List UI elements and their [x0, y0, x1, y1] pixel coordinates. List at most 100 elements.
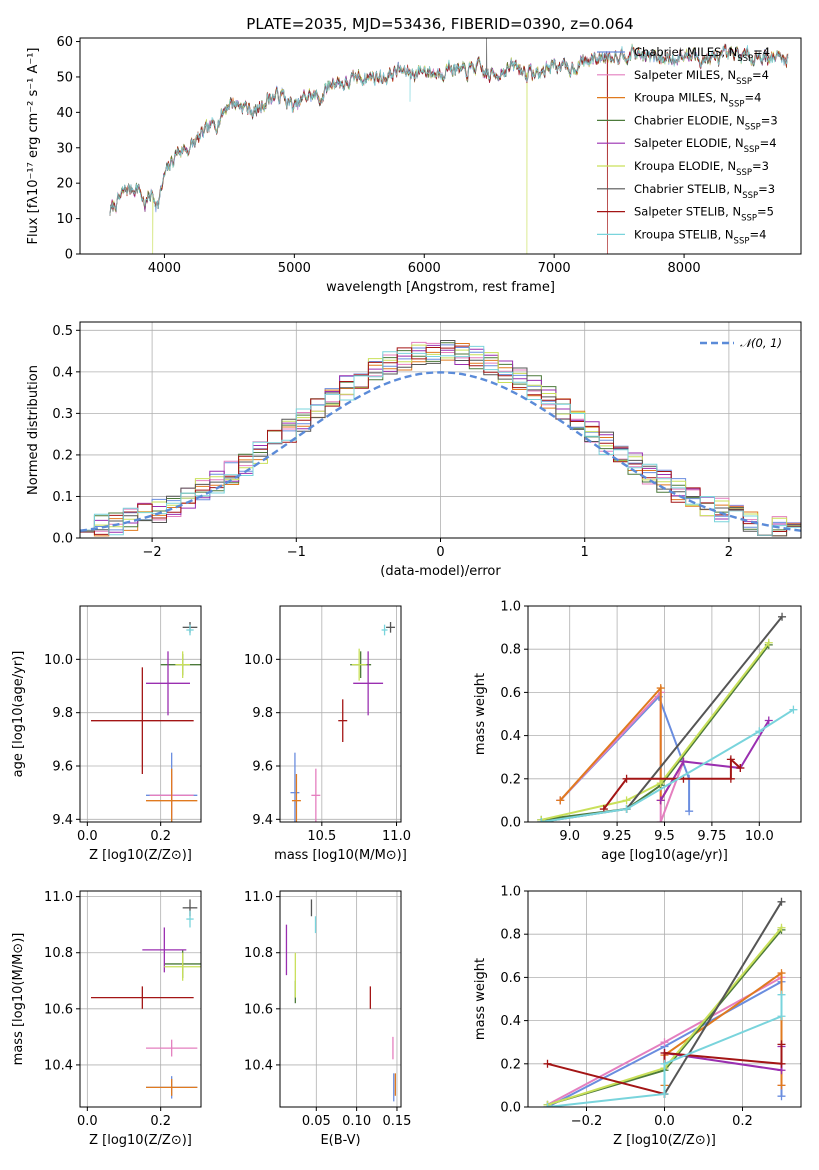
point-marker [726, 774, 735, 783]
y-tick-label: 1.0 [500, 885, 521, 900]
y-tick-label: 50 [56, 70, 73, 85]
x-tick-label: 1 [581, 545, 589, 560]
legend: Chabrier MILES, NSSP=4 Salpeter MILES, NS… [597, 45, 778, 246]
point-marker [656, 818, 665, 822]
y-tick-label: 30 [56, 141, 73, 156]
point-marker [777, 1012, 786, 1021]
point-marker [660, 1059, 669, 1068]
series-kroupa-stelib [537, 705, 798, 822]
point-marker [778, 612, 787, 621]
legend-entry: Kroupa MILES, NSSP=4 [634, 91, 761, 110]
legend-entry: Chabrier ELODIE, NSSP=3 [634, 113, 778, 132]
plot-area [91, 899, 201, 1099]
x-axis-label: Z [log10(Z/Z⊙)] [89, 1133, 192, 1148]
x-axis-label: (data-model)/error [380, 564, 501, 579]
y-tick-label: 10.4 [244, 1058, 273, 1073]
x-tick-label: 5000 [278, 261, 311, 276]
series-kroupa-elodie [537, 638, 773, 822]
x-tick-label: 10.5 [307, 829, 336, 844]
point-kroupa-elodie [351, 648, 367, 681]
x-tick-label: −2 [143, 545, 162, 560]
point-salpeter-stelib [91, 986, 194, 1009]
x-tick-label: −0.2 [571, 1114, 603, 1129]
point-marker [685, 807, 694, 816]
legend-entry: Chabrier MILES, NSSP=4 [634, 45, 770, 64]
legend-entry: Kroupa STELIB, NSSP=4 [634, 227, 766, 246]
y-tick-label: 0.4 [52, 365, 73, 380]
point-marker [543, 1103, 552, 1107]
y-tick-label: 0.8 [500, 643, 521, 658]
x-tick-label: 11.0 [382, 829, 411, 844]
series-line [603, 757, 741, 810]
point-marker [679, 757, 688, 766]
y-axis-label: age [log10(age/yr)] [11, 651, 26, 778]
y-tick-label: 9.6 [52, 760, 73, 775]
point-marker [656, 684, 665, 693]
point-kroupa-stelib [186, 910, 194, 928]
plot-area [80, 340, 801, 537]
legend-entry: 𝒩(0, 1) [740, 336, 782, 350]
x-axis-label: mass [log10(M/M⊙)] [274, 848, 407, 863]
y-tick-label: 0.4 [500, 1014, 521, 1029]
panel-mass_vs_Z: 0.0 0.2 10.4 10.6 10.8 11.0 Z [log10(Z/Z⊙)] mas… [11, 890, 202, 1148]
panel-weight_vs_age: 9.0 9.25 9.5 9.75 10.0 0.0 0.2 0.4 0.6 0.8 1.0 age … [473, 600, 802, 863]
legend-entry: Salpeter MILES, NSSP=4 [634, 68, 769, 87]
y-tick-label: 10.6 [44, 1002, 73, 1017]
x-tick-label: 4000 [148, 261, 181, 276]
series-salpeter-elodie [656, 716, 773, 805]
point-marker [789, 705, 798, 714]
plot-area [285, 899, 397, 1102]
x-tick-label: 9.75 [697, 829, 726, 844]
point-salpeter-miles [146, 1039, 198, 1057]
x-axis-label: wavelength [Angstrom, rest frame] [326, 280, 555, 295]
y-axis-label: Flux [fλ10⁻¹⁷ erg cm⁻² s⁻¹ A⁻¹] [26, 48, 41, 245]
x-tick-label: 8000 [668, 261, 701, 276]
point-marker [622, 805, 631, 814]
y-axis-label: mass [log10(M/M⊙)] [11, 933, 26, 1066]
x-tick-label: 0.15 [382, 1114, 411, 1129]
x-tick-label: 9.0 [559, 829, 580, 844]
point-marker [755, 727, 764, 736]
point-marker [777, 1059, 786, 1068]
point-salpeter-miles [311, 768, 321, 822]
y-tick-label: 9.4 [52, 813, 73, 828]
series-line [659, 719, 770, 801]
series-line [541, 644, 770, 821]
y-axis-label: mass weight [473, 958, 488, 1040]
y-tick-label: 0.5 [52, 324, 73, 339]
x-tick-label: 6000 [408, 261, 441, 276]
x-tick-label: 0.2 [150, 829, 171, 844]
point-marker [764, 716, 773, 725]
x-tick-label: 9.5 [654, 829, 675, 844]
y-axis-label: mass weight [473, 673, 488, 755]
x-axis-label: Z [log10(Z/Z⊙)] [613, 1133, 716, 1148]
plot-area [91, 622, 201, 822]
y-tick-label: 10.4 [44, 1058, 73, 1073]
point-kroupa-miles [146, 1078, 198, 1096]
y-axis-label: Normed distribution [26, 365, 41, 495]
point-marker [660, 1038, 669, 1047]
point-marker [656, 779, 665, 788]
point-marker [764, 638, 773, 647]
x-tick-label: 2 [725, 545, 733, 560]
series-chabrier-elodie [537, 640, 773, 822]
point-marker [777, 923, 786, 932]
series-line [541, 708, 794, 822]
series-line [541, 642, 770, 821]
y-tick-label: 10 [56, 212, 73, 227]
axes-frame [79, 37, 802, 255]
series-line [559, 694, 691, 812]
y-tick-label: 20 [56, 177, 73, 192]
point-marker [556, 796, 565, 805]
y-tick-label: 60 [56, 35, 73, 50]
point-marker [777, 1081, 786, 1090]
y-tick-label: 0.2 [500, 1057, 521, 1072]
x-axis-label: age [log10(age/yr)] [601, 848, 728, 863]
y-tick-label: 9.6 [252, 760, 273, 775]
panel-age_vs_Z: 0.0 0.2 9.4 9.6 9.8 10.0 Z [log10(Z/Z⊙)] age [l… [11, 605, 202, 863]
plot-area [290, 622, 396, 822]
panel-spectrum: 4000 5000 6000 7000 8000 0 10 20 30 40 50 60 wavelen… [26, 35, 802, 295]
point-marker [726, 755, 735, 764]
x-tick-label: 0.0 [77, 1114, 98, 1129]
y-tick-label: 10.0 [44, 653, 73, 668]
